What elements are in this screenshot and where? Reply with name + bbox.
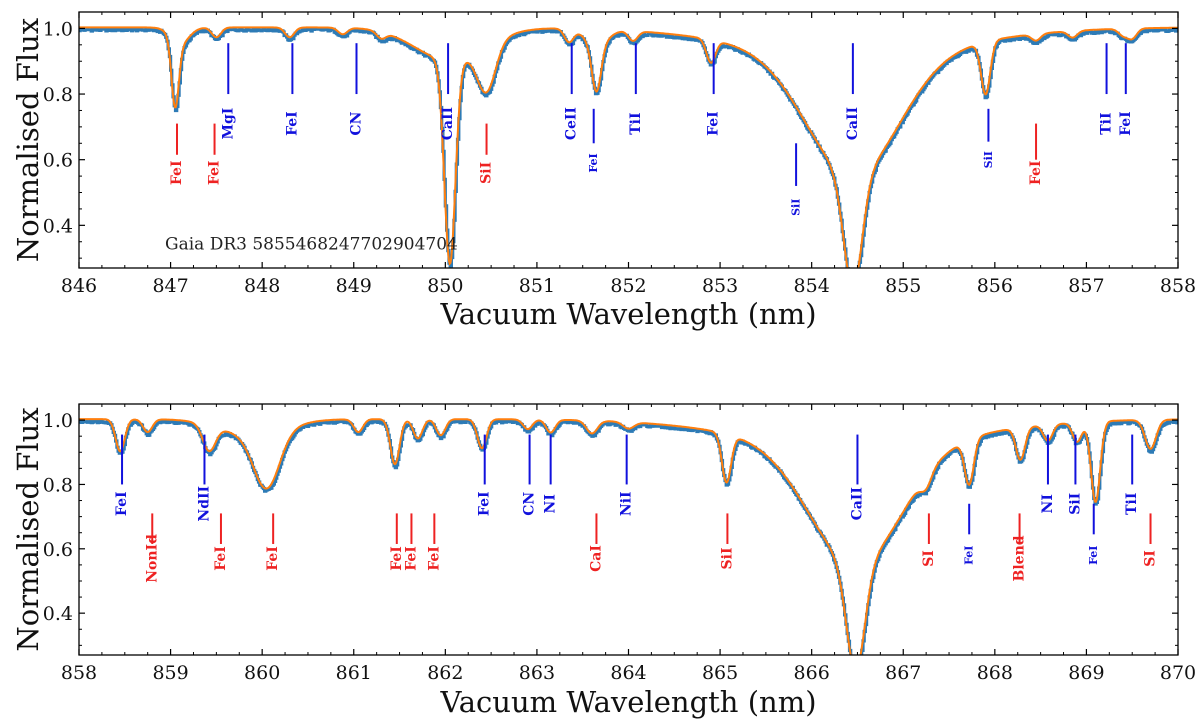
bottom-x-tick-label-1: 859	[152, 662, 188, 684]
top-line-label-5: CaII	[440, 107, 456, 140]
top-x-tick-label-11: 857	[1068, 275, 1104, 297]
bottom-x-tick-label-2: 860	[244, 662, 280, 684]
top-x-tick-label-5: 851	[519, 275, 555, 297]
top-x-tick-label-8: 854	[794, 275, 830, 297]
top-line-label-13: SiI	[982, 151, 995, 168]
bottom-y-tick-label-2: 0.8	[43, 474, 73, 496]
top-line-label-8: FeI	[587, 153, 600, 172]
bottom-x-axis-title: Vacuum Wavelength (nm)	[439, 685, 816, 719]
top-line-label-10: FeI	[706, 111, 722, 136]
bottom-line-label-22: SI	[1143, 550, 1159, 567]
bottom-y-axis-title: Normalised Flux	[11, 407, 45, 651]
bottom-y-tick-label-1: 0.6	[43, 539, 73, 561]
bottom-line-label-6: FeI	[403, 546, 419, 571]
bottom-line-label-9: CN	[522, 492, 538, 516]
bottom-plot-area	[79, 418, 1178, 655]
top-line-label-6: SiI	[479, 162, 495, 184]
top-line-label-7: CeII	[564, 107, 580, 140]
top-line-label-12: CaII	[845, 107, 861, 140]
top-y-tick-label-0: 0.4	[43, 215, 73, 237]
bottom-line-label-7: FeI	[426, 546, 442, 571]
top-line-label-1: FeI	[207, 161, 223, 186]
top-line-label-9: TiI	[628, 112, 644, 134]
top-x-tick-label-10: 856	[977, 275, 1013, 297]
top-x-axis-title: Vacuum Wavelength (nm)	[439, 297, 816, 331]
top-y-tick-label-3: 1.0	[43, 18, 73, 40]
top-y-tick-label-2: 0.8	[43, 84, 73, 106]
top-x-tick-label-4: 850	[427, 275, 463, 297]
top-y-tick-label-1: 0.6	[43, 150, 73, 172]
top-annotation: Gaia DR3 5855468247702904704	[165, 234, 458, 254]
bottom-line-label-5: FeI	[389, 546, 405, 571]
top-axes-frame	[78, 11, 1179, 269]
bottom-x-tick-label-11: 869	[1068, 662, 1104, 684]
top-x-tick-label-9: 855	[885, 275, 921, 297]
top-line-label-4: CN	[348, 111, 364, 135]
top-model-spectrum	[79, 26, 1178, 268]
bottom-line-label-12: NiI	[619, 491, 635, 516]
bottom-x-tick-label-0: 858	[61, 662, 97, 684]
top-x-tick-label-6: 852	[610, 275, 646, 297]
bottom-line-label-1: NonId	[144, 534, 160, 583]
bottom-line-label-17: Blend	[1012, 535, 1028, 581]
bottom-line-label-11: CaI	[588, 545, 604, 572]
bottom-line-label-20: FeI	[1087, 546, 1100, 565]
bottom-line-label-19: SiI	[1067, 493, 1083, 515]
top-y-axis-title: Normalised Flux	[11, 18, 45, 262]
bottom-x-tick-label-6: 864	[610, 662, 646, 684]
bottom-line-label-2: NdII	[196, 486, 212, 522]
bottom-x-tick-label-7: 865	[702, 662, 738, 684]
bottom-x-tick-label-4: 862	[427, 662, 463, 684]
bottom-model-spectrum	[79, 418, 1178, 655]
bottom-line-label-3: FeI	[213, 546, 229, 571]
top-line-label-15: TiI	[1099, 112, 1115, 134]
top-line-label-0: FeI	[169, 161, 185, 186]
bottom-x-tick-label-12: 870	[1160, 662, 1196, 684]
bottom-line-label-14: CaII	[849, 487, 865, 520]
bottom-x-tick-label-9: 867	[885, 662, 921, 684]
bottom-line-label-4: FeI	[265, 546, 281, 571]
top-line-label-11: SiI	[790, 199, 803, 216]
bottom-line-label-8: FeI	[477, 491, 493, 516]
top-plot-area	[79, 26, 1178, 268]
top-line-label-16: FeI	[1118, 111, 1134, 136]
bottom-line-label-0: FeI	[114, 491, 130, 516]
bottom-y-tick-label-3: 1.0	[43, 410, 73, 432]
bottom-line-label-10: NI	[543, 494, 559, 513]
bottom-x-tick-label-10: 868	[977, 662, 1013, 684]
bottom-x-tick-label-3: 861	[336, 662, 372, 684]
bottom-line-label-18: NI	[1040, 494, 1056, 513]
top-x-tick-label-2: 848	[244, 275, 280, 297]
bottom-y-tick-label-0: 0.4	[43, 603, 73, 625]
top-x-tick-label-1: 847	[152, 275, 188, 297]
top-x-tick-label-7: 853	[702, 275, 738, 297]
top-x-tick-label-0: 846	[61, 275, 97, 297]
bottom-x-tick-label-8: 866	[794, 662, 830, 684]
top-line-label-2: MgI	[220, 108, 236, 140]
top-x-tick-label-3: 849	[336, 275, 372, 297]
bottom-line-label-13: SiI	[719, 547, 735, 569]
top-line-label-14: FeI	[1028, 161, 1044, 186]
bottom-line-label-15: SI	[921, 550, 937, 567]
top-x-tick-label-12: 858	[1160, 275, 1196, 297]
bottom-line-label-16: FeI	[963, 546, 976, 565]
top-line-label-3: FeI	[284, 111, 300, 136]
bottom-x-tick-label-5: 863	[519, 662, 555, 684]
bottom-line-label-21: TiI	[1124, 493, 1140, 515]
